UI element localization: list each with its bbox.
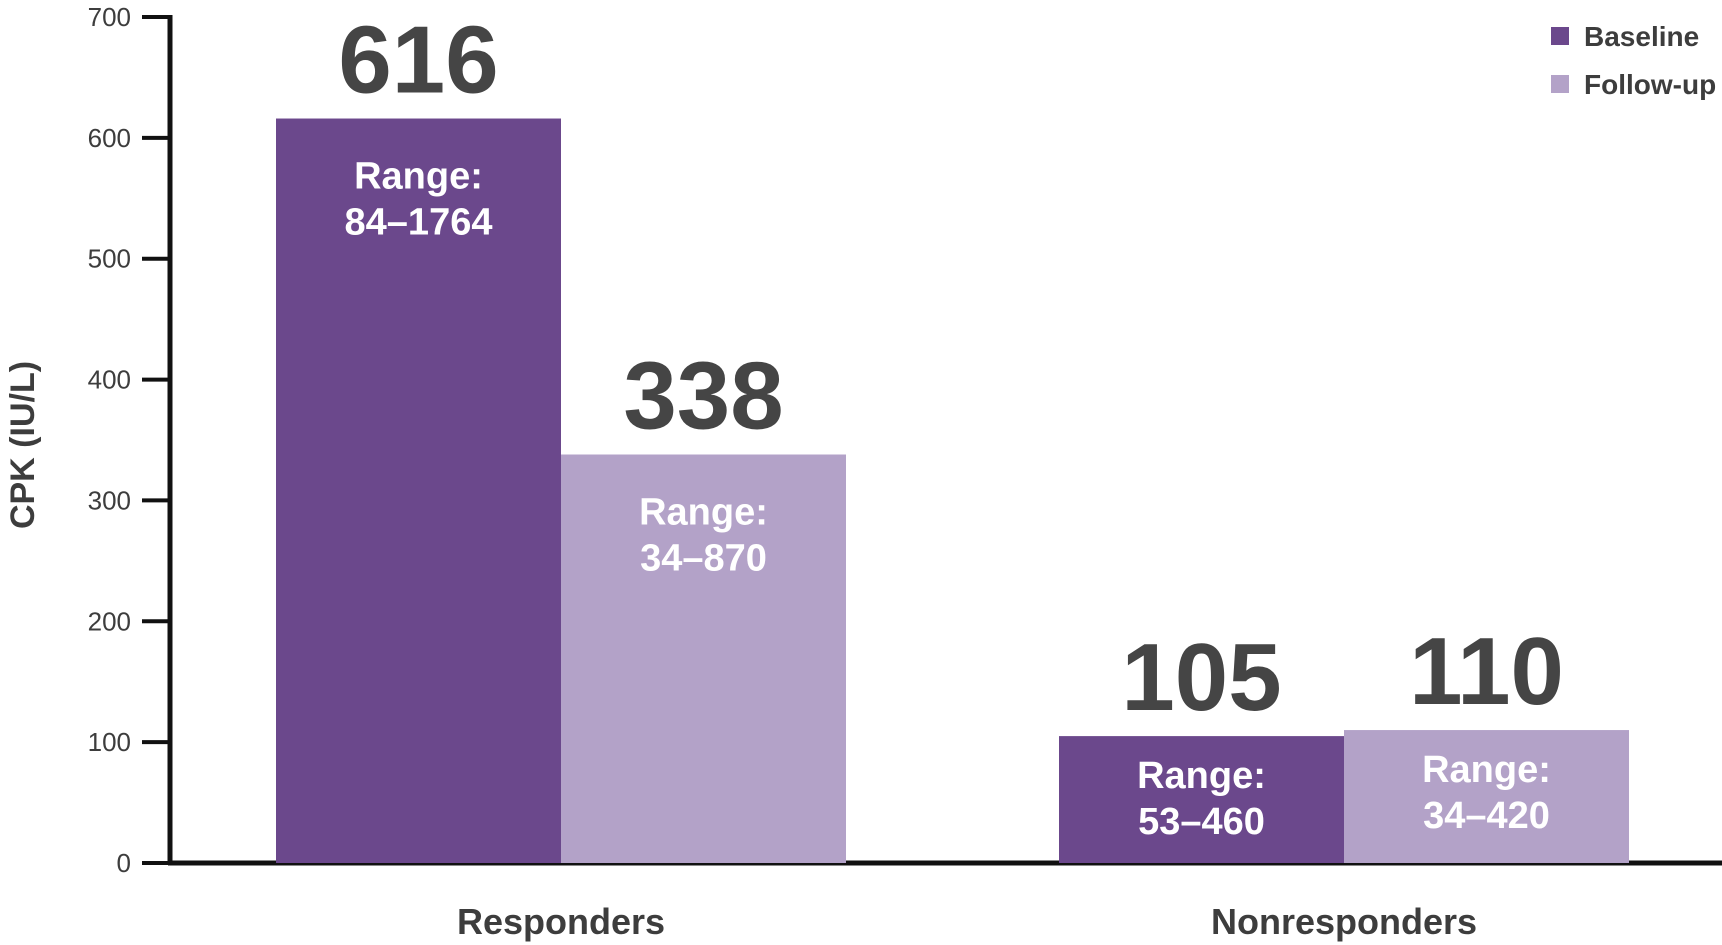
y-tick-label: 100 bbox=[88, 727, 131, 757]
bar-baseline-nonresponders bbox=[1059, 736, 1344, 863]
category-label: Responders bbox=[457, 901, 665, 942]
y-tick-label: 200 bbox=[88, 606, 131, 636]
legend-swatch-baseline bbox=[1551, 27, 1569, 45]
bar-range-value: 84–1764 bbox=[345, 202, 493, 244]
legend-label: Baseline bbox=[1584, 21, 1699, 52]
category-label: Nonresponders bbox=[1211, 901, 1477, 942]
bars bbox=[276, 118, 1629, 863]
y-tick-label: 600 bbox=[88, 123, 131, 153]
bar-range-prefix: Range: bbox=[639, 492, 768, 534]
bar-range-value: 34–420 bbox=[1423, 795, 1550, 837]
bar-value-label: 338 bbox=[623, 343, 783, 450]
y-tick-label: 500 bbox=[88, 244, 131, 274]
legend-swatch-follow-up bbox=[1551, 75, 1569, 93]
legend-label: Follow-up bbox=[1584, 69, 1716, 100]
bar-range-prefix: Range: bbox=[354, 156, 483, 198]
bar-value-label: 105 bbox=[1121, 624, 1281, 731]
bar-value-label: 616 bbox=[338, 7, 498, 114]
bar-follow-up-nonresponders bbox=[1344, 730, 1629, 863]
bar-follow-up-responders bbox=[561, 454, 846, 863]
bar-baseline-responders bbox=[276, 118, 561, 863]
legend: Baseline Follow-up bbox=[1551, 21, 1716, 100]
y-tick-label: 300 bbox=[88, 485, 131, 515]
y-tick-label: 0 bbox=[117, 848, 131, 878]
y-tick-label: 400 bbox=[88, 365, 131, 395]
y-axis-label: CPK (IU/L) bbox=[4, 361, 42, 529]
value-labels: Responders616Range:84–1764338Range:34–87… bbox=[338, 7, 1564, 942]
bar-range-prefix: Range: bbox=[1137, 755, 1266, 797]
bar-range-value: 53–460 bbox=[1138, 801, 1265, 843]
y-tick-label: 700 bbox=[88, 2, 131, 32]
bar-range-prefix: Range: bbox=[1422, 749, 1551, 791]
bar-value-label: 110 bbox=[1409, 618, 1564, 725]
bar-range-value: 34–870 bbox=[640, 538, 767, 580]
